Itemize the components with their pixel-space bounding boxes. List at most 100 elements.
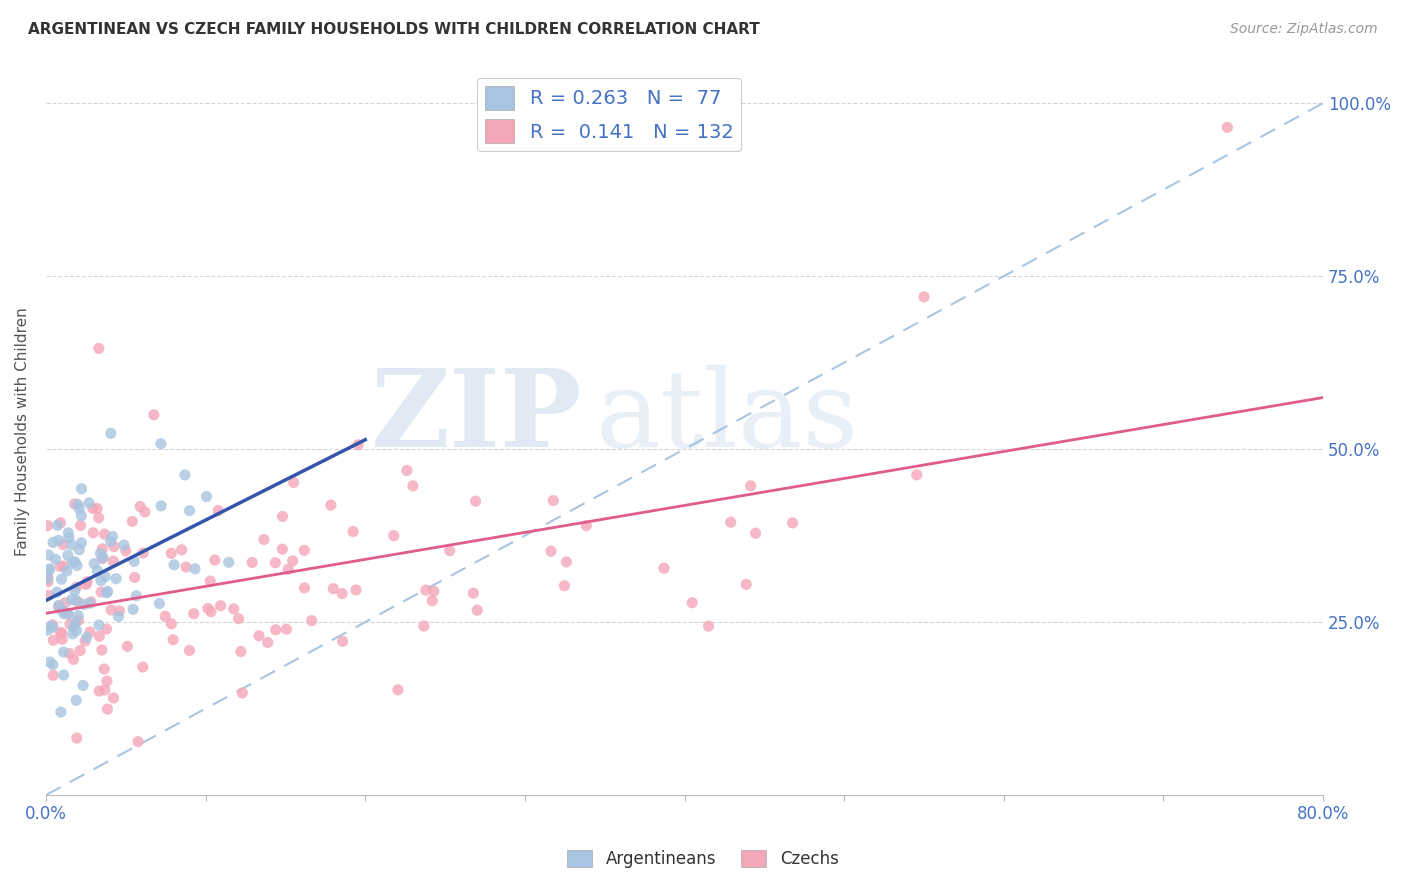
Text: atlas: atlas: [595, 365, 858, 470]
Point: [292, 543, 315, 558]
Point: [463, 586, 485, 600]
Point: [184, 562, 207, 576]
Point: [96, 622, 118, 636]
Point: [264, 623, 287, 637]
Point: [155, 609, 177, 624]
Point: [90, 574, 112, 588]
Point: [73, 598, 96, 612]
Point: [76, 574, 98, 589]
Point: [281, 554, 304, 568]
Point: [740, 479, 762, 493]
Point: [439, 543, 461, 558]
Point: [247, 629, 270, 643]
Point: [89, 629, 111, 643]
Point: [49, 705, 72, 719]
Point: [87, 510, 110, 524]
Point: [782, 516, 804, 530]
Point: [103, 554, 125, 568]
Point: [121, 515, 143, 529]
Point: [72, 678, 94, 692]
Point: [96, 586, 118, 600]
Point: [160, 546, 183, 560]
Point: [114, 543, 136, 558]
Point: [174, 560, 197, 574]
Point: [415, 583, 437, 598]
Point: [100, 534, 122, 549]
Point: [83, 557, 105, 571]
Point: [149, 436, 172, 450]
Point: [264, 556, 287, 570]
Point: [344, 582, 367, 597]
Point: [37, 518, 59, 533]
Point: [37, 574, 59, 589]
Point: [67, 501, 90, 516]
Point: [90, 585, 112, 599]
Point: [86, 501, 108, 516]
Point: [70, 482, 93, 496]
Point: [38, 588, 60, 602]
Text: Source: ZipAtlas.com: Source: ZipAtlas.com: [1230, 22, 1378, 37]
Point: [62, 627, 84, 641]
Point: [413, 619, 436, 633]
Point: [132, 660, 155, 674]
Point: [105, 572, 128, 586]
Point: [93, 527, 115, 541]
Point: [41, 617, 63, 632]
Point: [63, 555, 86, 569]
Point: [402, 479, 425, 493]
Point: [67, 614, 90, 628]
Point: [465, 603, 488, 617]
Point: [912, 290, 935, 304]
Point: [301, 614, 323, 628]
Point: [56, 607, 79, 621]
Point: [423, 584, 446, 599]
Point: [53, 596, 76, 610]
Point: [129, 500, 152, 514]
Point: [735, 577, 758, 591]
Point: [101, 529, 124, 543]
Point: [222, 602, 245, 616]
Point: [76, 630, 98, 644]
Point: [319, 498, 342, 512]
Point: [60, 556, 83, 570]
Point: [65, 615, 87, 630]
Point: [103, 540, 125, 554]
Point: [37, 570, 59, 584]
Point: [200, 574, 222, 588]
Point: [87, 618, 110, 632]
Point: [100, 426, 122, 441]
Point: [170, 542, 193, 557]
Point: [96, 584, 118, 599]
Point: [48, 599, 70, 613]
Point: [681, 596, 703, 610]
Point: [294, 581, 316, 595]
Point: [75, 577, 97, 591]
Point: [69, 643, 91, 657]
Point: [38, 548, 60, 562]
Point: [134, 505, 156, 519]
Point: [52, 668, 75, 682]
Point: [51, 572, 73, 586]
Point: [79, 624, 101, 639]
Point: [553, 579, 575, 593]
Point: [183, 607, 205, 621]
Point: [125, 589, 148, 603]
Point: [122, 554, 145, 568]
Point: [720, 515, 742, 529]
Point: [117, 640, 139, 654]
Point: [82, 525, 104, 540]
Point: [179, 643, 201, 657]
Point: [60, 592, 83, 607]
Point: [103, 690, 125, 705]
Point: [464, 494, 486, 508]
Point: [652, 561, 675, 575]
Point: [420, 593, 443, 607]
Point: [62, 652, 84, 666]
Point: [231, 686, 253, 700]
Point: [195, 490, 218, 504]
Point: [51, 603, 73, 617]
Point: [41, 620, 63, 634]
Point: [228, 612, 250, 626]
Point: [322, 582, 344, 596]
Point: [52, 559, 75, 574]
